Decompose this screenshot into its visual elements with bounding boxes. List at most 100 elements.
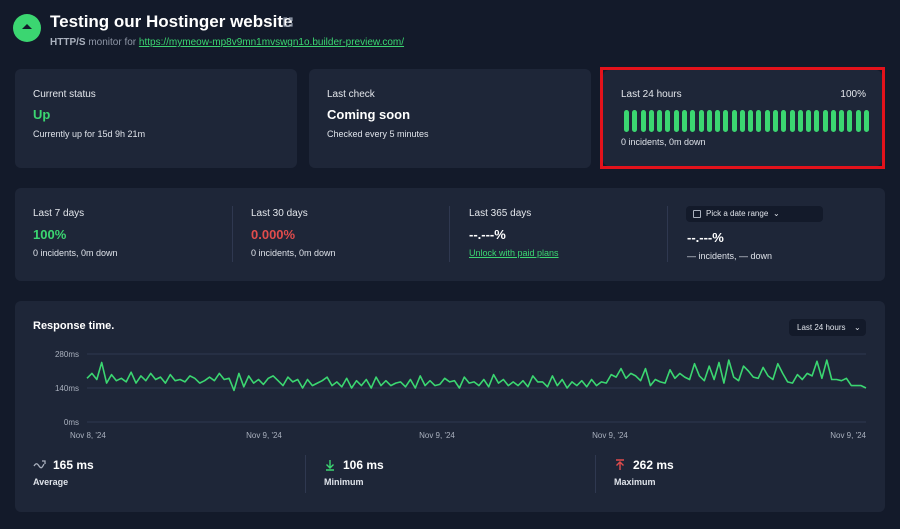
date-range-button[interactable]: Pick a date range ⌄: [686, 206, 823, 222]
last-24h-detail: 0 incidents, 0m down: [621, 137, 706, 147]
page-title: Testing our Hostinger website: [50, 12, 293, 31]
uptime-bar[interactable]: [822, 110, 828, 132]
divider: [305, 455, 306, 493]
uptime-bar[interactable]: [657, 110, 663, 132]
uptime-bar[interactable]: [764, 110, 770, 132]
unlock-paid-plans-link[interactable]: Unlock with paid plans: [469, 248, 559, 258]
uptime-bar[interactable]: [839, 110, 845, 132]
uptime-bar[interactable]: [715, 110, 720, 132]
uptime-bar[interactable]: [690, 110, 696, 132]
trend-wave-icon: [33, 459, 47, 471]
uptime-bars: [624, 110, 869, 132]
last-check-value: Coming soon: [327, 107, 411, 122]
x-tick-label: Nov 9, '24: [246, 431, 282, 440]
uptime-bar[interactable]: [756, 110, 762, 132]
last-check-label: Last check: [327, 89, 375, 100]
y-tick-label: 0ms: [64, 418, 79, 427]
uptime-bar[interactable]: [773, 110, 778, 132]
current-status-value: Up: [33, 107, 51, 122]
response-time-line: [86, 359, 867, 392]
divider: [449, 206, 450, 262]
protocol-label: HTTP/S: [50, 37, 86, 48]
minimum-label: Minimum: [324, 477, 364, 487]
d7-detail: 0 incidents, 0m down: [33, 248, 118, 258]
uptime-bar[interactable]: [847, 110, 853, 132]
minimum-value: 106 ms: [343, 458, 384, 472]
uptime-bar[interactable]: [681, 110, 687, 132]
d30-label: Last 30 days: [251, 208, 308, 219]
d365-label: Last 365 days: [469, 208, 532, 219]
chevron-down-icon: ⌄: [854, 323, 861, 332]
last-24h-card: Last 24 hours 100% 0 incidents, 0m down: [603, 70, 882, 166]
uptime-bar[interactable]: [781, 110, 787, 132]
average-label: Average: [33, 477, 69, 487]
custom-range-value: --.---%: [687, 230, 724, 245]
current-status-label: Current status: [33, 89, 96, 100]
stat-minimum: 106 ms Minimum: [324, 458, 524, 490]
stat-maximum: 262 ms Maximum: [614, 458, 814, 490]
uptime-bar[interactable]: [731, 110, 737, 132]
arrow-down-icon: [324, 459, 336, 473]
uptime-bar[interactable]: [789, 110, 795, 132]
time-range-label: Last 24 hours: [797, 323, 846, 332]
uptime-bar[interactable]: [706, 110, 712, 132]
monitor-subtitle: HTTP/S monitor for https://mymeow-mp8v9m…: [50, 37, 404, 48]
d7-value: 100%: [33, 227, 67, 242]
y-tick-label: 140ms: [55, 384, 79, 393]
page-header: Testing our Hostinger website HTTP/S mon…: [13, 12, 873, 52]
d30-value: 0.000%: [251, 227, 296, 242]
stat-average: 165 ms Average: [33, 458, 233, 490]
status-up-icon: [13, 14, 41, 42]
uptime-bar[interactable]: [739, 110, 745, 132]
uptime-bar[interactable]: [830, 110, 836, 132]
uptime-bar[interactable]: [855, 110, 861, 132]
highlight-box: [600, 67, 885, 169]
uptime-periods-card: [15, 188, 885, 281]
time-range-select[interactable]: Last 24 hours ⌄: [789, 319, 866, 336]
d7-label: Last 7 days: [33, 208, 85, 219]
custom-range-detail: — incidents, — down: [687, 251, 773, 261]
uptime-bar[interactable]: [864, 110, 869, 132]
d30-detail: 0 incidents, 0m down: [251, 248, 336, 258]
uptime-bar[interactable]: [665, 110, 671, 132]
maximum-value: 262 ms: [633, 458, 674, 472]
x-tick-label: Nov 9, '24: [592, 431, 628, 440]
divider: [667, 206, 668, 262]
monitor-url-link[interactable]: https://mymeow-mp8v9mn1mvswgn1o.builder-…: [138, 37, 405, 48]
uptime-bar[interactable]: [814, 110, 820, 132]
uptime-bar[interactable]: [806, 110, 812, 132]
divider: [595, 455, 596, 493]
monitor-for-text: monitor for: [85, 37, 139, 48]
last-check-card: Last check Coming soon Checked every 5 m…: [309, 69, 591, 168]
chevron-down-icon: ⌄: [773, 209, 780, 218]
uptime-bar[interactable]: [698, 110, 704, 132]
date-range-label: Pick a date range: [706, 209, 769, 218]
average-value: 165 ms: [53, 458, 94, 472]
external-link-icon[interactable]: [282, 16, 294, 28]
current-status-card: Current status Up Currently up for 15d 9…: [15, 69, 297, 168]
uptime-bar[interactable]: [673, 110, 679, 132]
current-status-detail: Currently up for 15d 9h 21m: [33, 129, 146, 139]
last-24h-label: Last 24 hours: [621, 89, 682, 100]
response-time-card: [15, 301, 885, 512]
arrow-up-icon: [614, 459, 626, 473]
calendar-icon: [693, 210, 701, 218]
uptime-bar[interactable]: [632, 110, 638, 132]
d365-value: --.---%: [469, 227, 506, 242]
maximum-label: Maximum: [614, 477, 656, 487]
y-tick-label: 280ms: [55, 350, 79, 359]
x-tick-label: Nov 8, '24: [70, 431, 106, 440]
uptime-bar[interactable]: [748, 110, 754, 132]
last-check-detail: Checked every 5 minutes: [327, 129, 429, 139]
divider: [232, 206, 233, 262]
uptime-bar[interactable]: [640, 110, 646, 132]
x-tick-label: Nov 9, '24: [830, 431, 866, 440]
uptime-bar[interactable]: [723, 110, 729, 132]
uptime-bar[interactable]: [648, 110, 654, 132]
last-24h-percent: 100%: [840, 89, 866, 100]
uptime-bar[interactable]: [797, 110, 803, 132]
response-time-title: Response time.: [33, 320, 115, 332]
uptime-bar[interactable]: [624, 110, 629, 132]
x-tick-label: Nov 9, '24: [419, 431, 455, 440]
